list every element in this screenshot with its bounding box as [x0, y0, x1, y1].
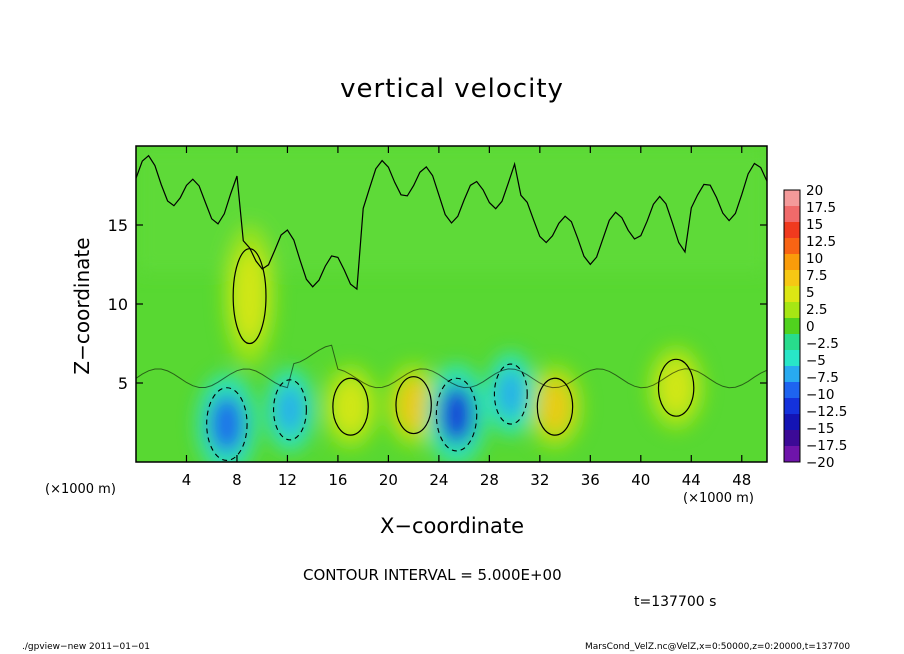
y-axis-label: Z−coordinate	[70, 237, 94, 375]
colorbar-label: 20	[806, 183, 823, 199]
y-tick-label: 5	[118, 374, 128, 393]
y-tick-label: 15	[108, 216, 128, 235]
colorbar-swatch	[784, 366, 800, 382]
colorbar-label: 12.5	[806, 234, 836, 250]
colorbar-label: −2.5	[806, 336, 839, 352]
x-tick-label: 32	[530, 471, 549, 489]
colorbar-swatch	[784, 206, 800, 222]
colorbar-swatch	[784, 222, 800, 238]
x-tick-label: 28	[480, 471, 499, 489]
x-tick-label: 36	[581, 471, 600, 489]
x-tick-label: 12	[278, 471, 297, 489]
y-tick-label: 10	[108, 295, 128, 314]
x-tick-label: 16	[328, 471, 347, 489]
downdraft-contour	[435, 377, 478, 452]
colorbar-swatch	[784, 190, 800, 206]
x-unit-label-right: (×1000 m)	[683, 491, 754, 506]
contour-interval-label: CONTOUR INTERVAL = 5.000E+00	[303, 566, 562, 584]
colorbar-label: 0	[806, 319, 815, 335]
contour-lines	[136, 154, 767, 461]
colorbar: 2017.51512.5107.552.50−2.5−5−7.5−10−12.5…	[783, 183, 847, 471]
colorbar-swatch	[784, 446, 800, 462]
colorbar-swatch	[784, 318, 800, 334]
updraft-contour	[536, 377, 574, 436]
colorbar-swatch	[784, 430, 800, 446]
downdraft-contour	[206, 387, 248, 461]
colorbar-label: −5	[806, 353, 826, 369]
footer-program-label: ./gpview−new 2011−01−01	[22, 642, 150, 652]
colorbar-label: 5	[806, 285, 815, 301]
colorbar-label: 7.5	[806, 268, 827, 284]
colorbar-label: −15	[806, 421, 835, 437]
updraft-core	[332, 378, 369, 436]
colorbar-label: 15	[806, 217, 823, 233]
x-tick-label: 44	[682, 471, 701, 489]
colorbar-swatch	[784, 254, 800, 270]
colorbar-label: −12.5	[806, 404, 847, 420]
colorbar-border	[783, 189, 801, 463]
colorbar-label: 10	[806, 251, 823, 267]
x-tick-label: 40	[631, 471, 650, 489]
updraft-contour	[395, 376, 432, 435]
downdraft-core	[496, 370, 525, 419]
updraft-contour	[657, 358, 695, 417]
colorbar-swatch	[784, 398, 800, 414]
colorbar-label: 2.5	[806, 302, 827, 318]
colorbar-label: −20	[806, 455, 835, 471]
colorbar-swatch	[784, 302, 800, 318]
downdraft-core	[209, 395, 245, 454]
colorbar-swatch	[784, 270, 800, 286]
x-axis-label: X−coordinate	[380, 514, 524, 538]
downdraft-core	[439, 385, 474, 444]
field-blobs	[136, 146, 767, 462]
zero-contour-upper	[136, 154, 767, 291]
updraft-core	[395, 376, 432, 434]
x-unit-label-left: (×1000 m)	[45, 482, 116, 497]
x-tick-label: 4	[182, 471, 192, 489]
chart-title: vertical velocity	[340, 74, 564, 104]
downdraft-core	[276, 385, 304, 434]
updraft-core	[233, 248, 266, 344]
colorbar-swatch	[784, 414, 800, 430]
x-tick-label: 20	[379, 471, 398, 489]
footer-file-label: MarsCond_VelZ.nc@VelZ,x=0:50000,z=0:2000…	[585, 642, 851, 652]
x-tick-label: 8	[232, 471, 242, 489]
colorbar-swatch	[784, 350, 800, 366]
x-tick-label: 24	[429, 471, 448, 489]
colorbar-label: −17.5	[806, 438, 847, 454]
updraft-core	[537, 378, 573, 436]
colorbar-label: −7.5	[806, 370, 839, 386]
colorbar-swatch	[784, 334, 800, 350]
time-label: t=137700 s	[634, 594, 717, 610]
zero-contour-lower	[136, 344, 767, 389]
colorbar-label: −10	[806, 387, 835, 403]
colorbar-swatch	[784, 286, 800, 302]
x-tick-label: 48	[732, 471, 751, 489]
downdraft-contour	[493, 363, 528, 425]
colorbar-swatch	[784, 238, 800, 254]
updraft-contour	[332, 377, 369, 436]
updraft-core	[658, 359, 694, 417]
colorbar-label: 17.5	[806, 200, 836, 216]
colorbar-swatch	[784, 382, 800, 398]
